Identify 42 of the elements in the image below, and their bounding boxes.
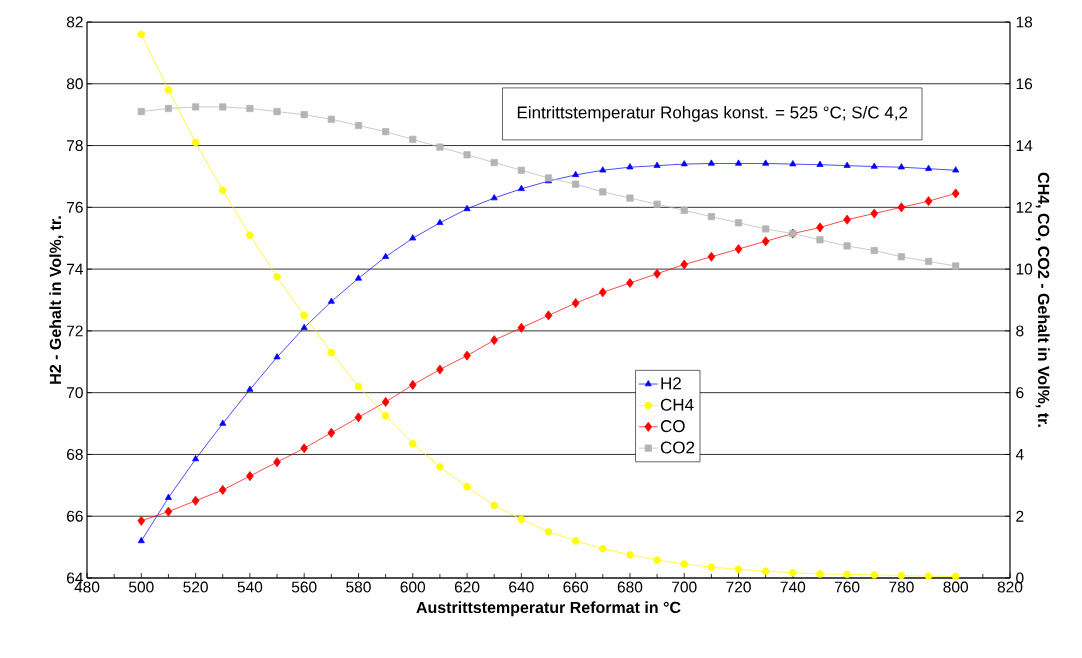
y2-tick-label: 4 bbox=[1015, 449, 1024, 460]
x-tick-label: 780 bbox=[889, 581, 914, 593]
y2-tick-label: 12 bbox=[1016, 201, 1032, 213]
x-tick-label: 800 bbox=[943, 581, 969, 593]
x-tick-label: 660 bbox=[563, 581, 588, 593]
x-tick-label: 720 bbox=[726, 581, 751, 593]
x-tick-label: 680 bbox=[617, 581, 643, 593]
y2-axis-title: CH4, CO, CO2 - Gehalt in Vol%, tr. bbox=[1035, 172, 1050, 427]
y2-tick-label: 8 bbox=[1016, 325, 1024, 337]
x-tick-label: 640 bbox=[509, 581, 534, 593]
y-tick-label: 80 bbox=[66, 78, 83, 90]
x-tick-label: 540 bbox=[237, 581, 263, 593]
x-tick-label: 500 bbox=[129, 581, 154, 593]
y2-tick-label: 18 bbox=[1016, 16, 1033, 28]
x-tick-label: 760 bbox=[834, 581, 860, 593]
y-tick-label: 70 bbox=[67, 387, 83, 399]
x-axis-title: Austrittstemperatur Reformat in °C bbox=[416, 601, 681, 617]
y-tick-label: 68 bbox=[67, 448, 83, 460]
legend-label: H2 bbox=[661, 377, 681, 390]
x-tick-label: 600 bbox=[400, 581, 426, 593]
legend-label: CO bbox=[660, 420, 685, 433]
annotation: Eintrittstemperatur Rohgas konst. = 525 °C; S/C 4,2 bbox=[517, 105, 908, 122]
y-tick-label: 72 bbox=[67, 325, 83, 337]
legend-label: CH4 bbox=[660, 398, 694, 411]
y-tick-label: 74 bbox=[67, 263, 84, 275]
y2-tick-label: 10 bbox=[1016, 263, 1033, 275]
x-tick-label: 740 bbox=[780, 581, 806, 593]
x-tick-label: 580 bbox=[346, 581, 371, 593]
x-tick-label: 520 bbox=[183, 581, 208, 593]
y2-tick-label: 14 bbox=[1016, 140, 1033, 151]
y-axis-title: H2 - Gehalt in Vol%, tr. bbox=[49, 216, 64, 384]
y2-tick-label: 2 bbox=[1016, 510, 1024, 522]
y2-tick-label: 6 bbox=[1016, 387, 1024, 399]
x-tick-label: 560 bbox=[291, 581, 317, 593]
y2-tick-label: 16 bbox=[1016, 78, 1033, 90]
x-tick-label: 620 bbox=[454, 581, 480, 593]
y-tick-label: 82 bbox=[66, 16, 83, 28]
y-tick-label: 76 bbox=[67, 201, 83, 213]
y-tick-label: 78 bbox=[67, 140, 83, 152]
y-tick-label: 66 bbox=[67, 510, 83, 522]
legend-label: CO2 bbox=[660, 441, 695, 454]
x-tick-label: 700 bbox=[672, 581, 697, 593]
